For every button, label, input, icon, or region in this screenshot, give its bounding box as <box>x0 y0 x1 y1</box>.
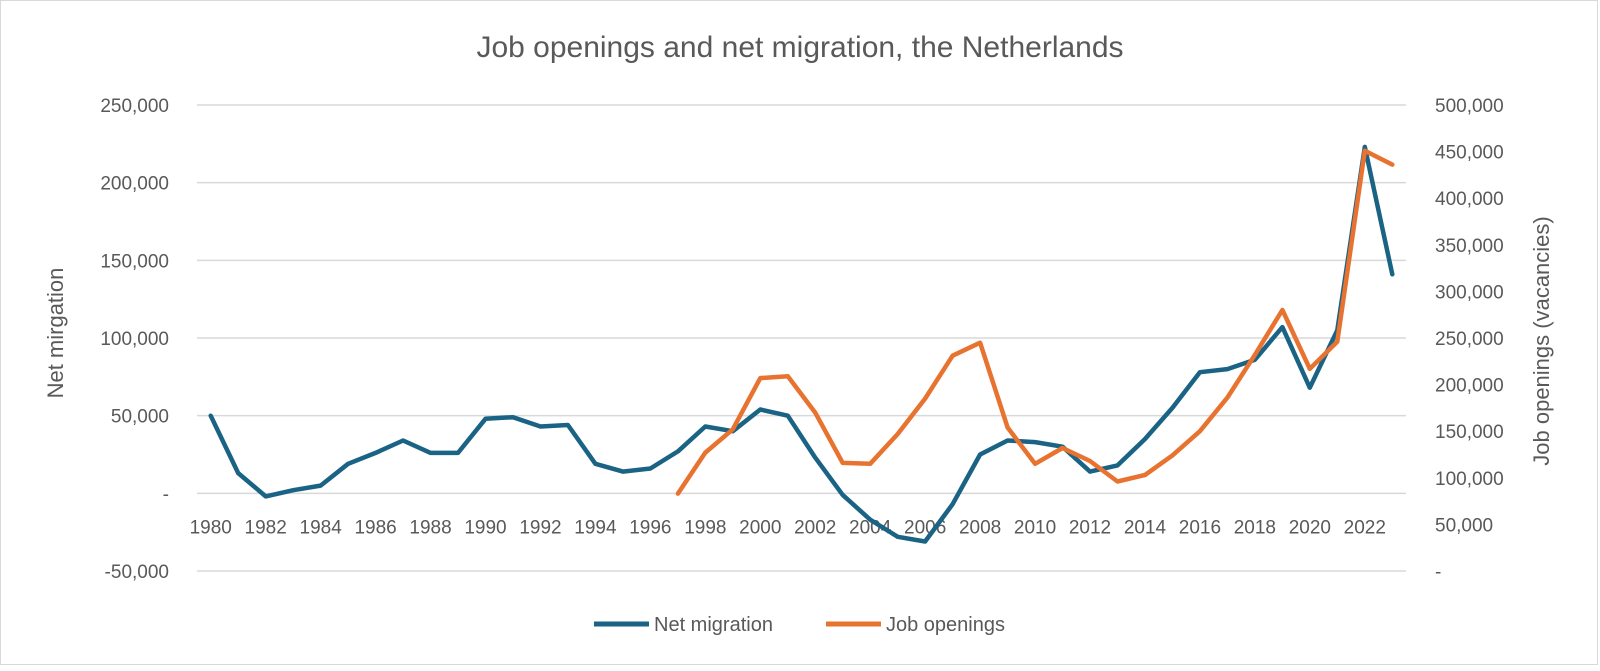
left-axis-ticks: -50,000-50,000100,000150,000200,000250,0… <box>100 96 169 583</box>
right-tick-label: 250,000 <box>1435 329 1504 350</box>
left-tick-label: 50,000 <box>111 407 169 428</box>
right-tick-label: - <box>1435 562 1441 583</box>
x-tick-label: 1998 <box>684 517 726 538</box>
right-tick-label: 400,000 <box>1435 189 1504 210</box>
x-tick-label: 1990 <box>464 517 506 538</box>
right-tick-label: 300,000 <box>1435 282 1504 303</box>
left-tick-label: 200,000 <box>100 174 169 195</box>
right-tick-label: 350,000 <box>1435 236 1504 257</box>
left-tick-label: 150,000 <box>100 251 169 272</box>
x-tick-label: 1986 <box>354 517 396 538</box>
x-tick-label: 2014 <box>1124 517 1167 538</box>
x-tick-label: 2010 <box>1014 517 1056 538</box>
x-tick-label: 2004 <box>849 517 892 538</box>
x-tick-label: 1984 <box>300 517 343 538</box>
x-tick-label: 1980 <box>190 517 232 538</box>
x-tick-label: 2006 <box>904 517 946 538</box>
x-tick-label: 1994 <box>574 517 617 538</box>
series-line-net-migration <box>208 144 1395 544</box>
legend-label-net-migration: Net migration <box>654 614 773 636</box>
legend-label-job-openings: Job openings <box>886 614 1005 636</box>
x-tick-label: 2008 <box>959 517 1001 538</box>
left-tick-label: -50,000 <box>105 562 169 583</box>
x-tick-label: 2022 <box>1344 517 1386 538</box>
x-tick-label: 2000 <box>739 517 781 538</box>
right-tick-label: 200,000 <box>1435 376 1504 397</box>
series-lines <box>208 144 1395 544</box>
chart-title: Job openings and net migration, the Neth… <box>476 31 1123 64</box>
left-tick-label: - <box>163 484 169 505</box>
left-tick-label: 250,000 <box>100 96 169 117</box>
series-line-job-openings <box>675 148 1395 496</box>
right-tick-label: 450,000 <box>1435 143 1504 164</box>
legend: Net migration Job openings <box>594 614 1005 636</box>
gridlines <box>197 104 1406 572</box>
right-axis-ticks: - 50,000 100,000 150,000 200,000 250,000 300,0… <box>1435 96 1504 583</box>
x-tick-label: 1988 <box>409 517 451 538</box>
x-tick-label: 2012 <box>1069 517 1111 538</box>
left-axis-title: Net mirgation <box>43 268 68 399</box>
x-axis-ticks: 1980 1982 1984 1986 1988 1990 1992 1994 1996 1998… <box>190 517 1386 538</box>
right-tick-label: 500,000 <box>1435 96 1504 117</box>
x-tick-label: 2018 <box>1234 517 1276 538</box>
x-tick-label: 1982 <box>245 517 287 538</box>
x-tick-label: 2020 <box>1289 517 1331 538</box>
x-tick-label: 1996 <box>629 517 671 538</box>
x-tick-label: 1992 <box>519 517 561 538</box>
right-tick-label: 50,000 <box>1435 515 1493 536</box>
right-axis-title: Job openings (vacancies) <box>1529 216 1554 465</box>
left-tick-label: 100,000 <box>100 329 169 350</box>
x-tick-label: 2002 <box>794 517 836 538</box>
right-tick-label: 100,000 <box>1435 469 1504 490</box>
right-tick-label: 150,000 <box>1435 422 1504 443</box>
x-tick-label: 2016 <box>1179 517 1221 538</box>
